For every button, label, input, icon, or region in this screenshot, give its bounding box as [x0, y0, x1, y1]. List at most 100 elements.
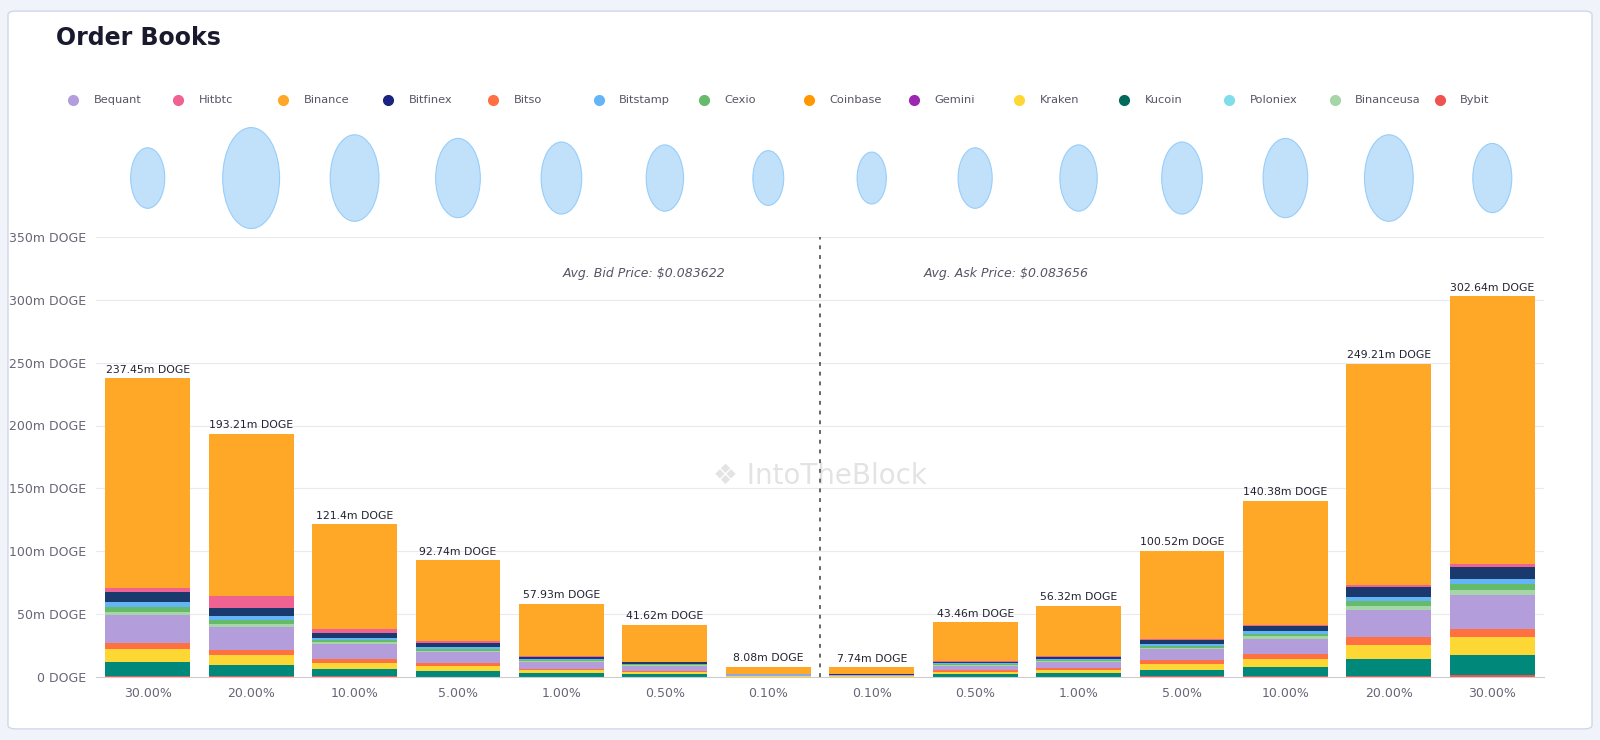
Bar [1450, 590, 1534, 595]
Bar [1347, 587, 1432, 596]
Bar [1450, 584, 1534, 590]
Bar [416, 652, 501, 663]
Bar [1139, 639, 1224, 640]
Text: Binanceusa: Binanceusa [1355, 95, 1421, 105]
Bar [208, 596, 293, 608]
Text: Order Books: Order Books [56, 26, 221, 50]
Bar [518, 673, 603, 677]
Bar [312, 659, 397, 662]
Bar [416, 663, 501, 666]
Bar [518, 661, 603, 662]
Bar [1037, 656, 1122, 659]
Bar [1347, 605, 1432, 610]
Bar [1139, 644, 1224, 645]
Bar [622, 666, 707, 671]
Bar [1243, 634, 1328, 636]
Bar [106, 588, 190, 592]
Bar [416, 647, 501, 649]
Bar [1243, 636, 1328, 639]
Bar [1139, 661, 1224, 664]
Bar [1139, 640, 1224, 644]
Text: Bitstamp: Bitstamp [619, 95, 670, 105]
Ellipse shape [754, 151, 784, 206]
Bar [416, 650, 501, 652]
Bar [933, 664, 1018, 665]
Bar [1037, 606, 1122, 656]
Text: 43.46m DOGE: 43.46m DOGE [936, 609, 1014, 619]
Bar [1243, 625, 1328, 626]
Text: 140.38m DOGE: 140.38m DOGE [1243, 487, 1328, 497]
Bar [518, 659, 603, 660]
Bar [622, 625, 707, 662]
Bar [622, 662, 707, 664]
Bar [518, 605, 603, 656]
Bar [106, 602, 190, 607]
Bar [1347, 610, 1432, 637]
Ellipse shape [858, 152, 886, 204]
Bar [933, 665, 1018, 670]
Bar [726, 667, 811, 674]
Bar [518, 656, 603, 659]
Bar [933, 662, 1018, 663]
Bar [208, 616, 293, 620]
Bar [1243, 667, 1328, 676]
Bar [933, 622, 1018, 661]
Bar [1139, 645, 1224, 648]
Ellipse shape [1365, 135, 1413, 221]
Text: Gemini: Gemini [934, 95, 974, 105]
Bar [416, 666, 501, 671]
Bar [1243, 659, 1328, 667]
Bar [312, 645, 397, 659]
Bar [106, 616, 190, 643]
Bar [312, 633, 397, 638]
Bar [1450, 297, 1534, 564]
Bar [1037, 662, 1122, 668]
Ellipse shape [222, 127, 280, 229]
Text: 249.21m DOGE: 249.21m DOGE [1347, 350, 1430, 360]
Bar [1139, 649, 1224, 661]
Text: Bitfinex: Bitfinex [410, 95, 453, 105]
Ellipse shape [541, 142, 582, 214]
Bar [829, 667, 914, 674]
Bar [1243, 631, 1328, 634]
Bar [1243, 676, 1328, 677]
Ellipse shape [646, 145, 683, 211]
Bar [622, 664, 707, 665]
Bar [312, 525, 397, 629]
Text: Coinbase: Coinbase [829, 95, 882, 105]
Bar [106, 650, 190, 662]
Text: 8.08m DOGE: 8.08m DOGE [733, 653, 803, 663]
Bar [1450, 629, 1534, 637]
Bar [208, 434, 293, 596]
Bar [829, 675, 914, 676]
Text: Kucoin: Kucoin [1146, 95, 1182, 105]
Ellipse shape [1472, 144, 1512, 212]
Bar [106, 592, 190, 602]
Text: 100.52m DOGE: 100.52m DOGE [1139, 537, 1224, 547]
Bar [1037, 660, 1122, 661]
Bar [1037, 673, 1122, 677]
Text: Bequant: Bequant [93, 95, 141, 105]
Bar [208, 624, 293, 627]
Bar [1243, 500, 1328, 625]
Text: Hitbtc: Hitbtc [198, 95, 234, 105]
Text: Avg. Bid Price: $0.083622: Avg. Bid Price: $0.083622 [563, 267, 725, 280]
Text: Avg. Ask Price: $0.083656: Avg. Ask Price: $0.083656 [923, 267, 1088, 280]
Bar [1243, 626, 1328, 631]
Bar [312, 638, 397, 640]
Bar [1243, 654, 1328, 659]
Text: 7.74m DOGE: 7.74m DOGE [837, 653, 907, 664]
Bar [1450, 675, 1534, 677]
Bar [208, 608, 293, 616]
Bar [312, 629, 397, 633]
Text: Kraken: Kraken [1040, 95, 1080, 105]
Ellipse shape [330, 135, 379, 221]
Bar [1347, 601, 1432, 605]
Bar [622, 674, 707, 677]
Bar [312, 642, 397, 645]
Bar [106, 612, 190, 616]
Bar [1037, 661, 1122, 662]
Bar [1037, 668, 1122, 670]
Bar [1139, 670, 1224, 676]
Bar [1139, 551, 1224, 639]
